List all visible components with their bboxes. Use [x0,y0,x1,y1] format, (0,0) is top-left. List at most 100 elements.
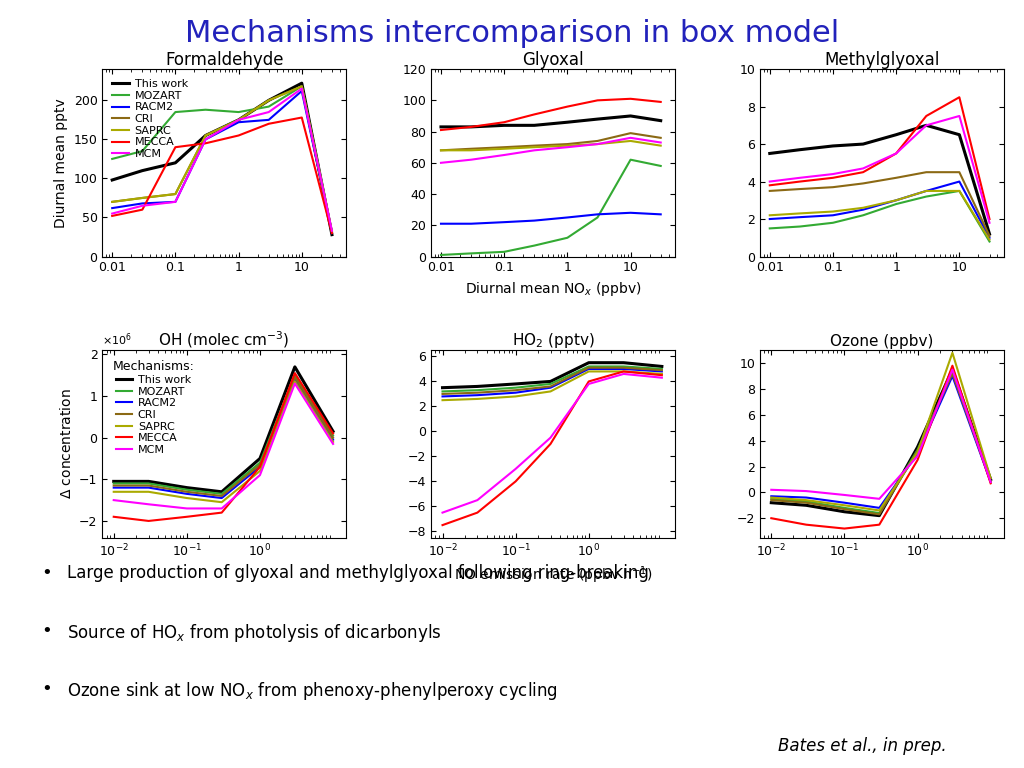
Line: MOZART: MOZART [441,160,660,255]
MOZART [873,508,886,518]
MCM [953,111,966,121]
Line: MECCA: MECCA [771,366,990,528]
MOZART [289,371,301,380]
RACM2 [200,135,212,144]
MECCA [946,361,958,370]
This work [142,477,155,486]
MCM [108,495,120,505]
MECCA [169,143,181,152]
MOZART [946,368,958,377]
SAPRC [911,448,924,457]
CRI [655,366,668,375]
MECCA [625,94,637,104]
RACM2 [800,493,812,502]
CRI [625,128,637,137]
This work [984,475,996,484]
CRI [826,183,839,192]
RACM2 [873,503,886,512]
MOZART [764,223,776,233]
This work [921,121,933,130]
MCM [592,140,604,149]
SAPRC [465,146,477,155]
This work [617,358,630,367]
RACM2 [136,199,148,208]
MOZART [142,479,155,488]
MOZART [435,250,447,260]
CRI [289,372,301,382]
RACM2 [984,478,996,487]
RACM2 [545,383,557,392]
SAPRC [654,141,667,151]
CRI [765,495,777,505]
SAPRC [561,141,573,151]
SAPRC [528,143,541,152]
MECCA [216,508,228,517]
MECCA [839,524,851,533]
SAPRC [200,131,212,140]
CRI [254,460,266,469]
RACM2 [254,462,266,472]
CRI [583,363,595,372]
This work [232,115,245,124]
CRI [592,137,604,146]
This work [169,158,181,167]
RACM2 [327,435,339,445]
This work [583,358,595,367]
MECCA [794,177,806,186]
MOZART [262,102,274,111]
Line: MCM: MCM [442,374,662,512]
SAPRC [765,493,777,502]
Line: MOZART: MOZART [770,191,989,241]
MOZART [617,362,630,371]
MOZART [545,379,557,389]
MOZART [655,364,668,373]
Line: RACM2: RACM2 [441,213,660,223]
SAPRC [498,144,510,154]
SAPRC [326,227,338,237]
This work [326,230,338,240]
Line: CRI: CRI [113,86,332,232]
SAPRC [890,196,902,205]
RACM2 [953,177,966,186]
MOZART [465,249,477,258]
MECCA [510,477,522,486]
This work [106,175,119,184]
Text: •: • [41,564,51,582]
SAPRC [921,187,933,196]
RACM2 [592,210,604,219]
MOZART [583,362,595,371]
MECCA [983,214,995,223]
Line: SAPRC: SAPRC [113,86,332,232]
Line: MCM: MCM [114,383,333,508]
This work [136,166,148,175]
Legend: This work, MOZART, RACM2, CRI, SAPRC, MECCA, MCM: This work, MOZART, RACM2, CRI, SAPRC, ME… [108,356,199,459]
MOZART [561,233,573,243]
MCM [873,495,886,504]
Line: RACM2: RACM2 [114,379,333,498]
MCM [498,151,510,160]
MCM [561,143,573,152]
MCM [200,135,212,144]
CRI [857,179,869,188]
This work [765,498,777,508]
Line: This work: This work [114,367,333,492]
MECCA [545,439,557,449]
MOZART [911,445,924,455]
MECCA [857,167,869,177]
MOZART [327,431,339,440]
This work [216,487,228,496]
CRI [911,446,924,455]
Title: Glyoxal: Glyoxal [522,51,584,69]
This work [465,122,477,131]
This work [983,230,995,239]
CRI [106,197,119,207]
MECCA [108,512,120,521]
MECCA [254,462,266,472]
MCM [289,379,301,388]
MCM [436,508,449,517]
MOZART [921,192,933,201]
Line: CRI: CRI [441,133,660,151]
This work [592,114,604,124]
This work [180,483,193,492]
SAPRC [106,197,119,207]
